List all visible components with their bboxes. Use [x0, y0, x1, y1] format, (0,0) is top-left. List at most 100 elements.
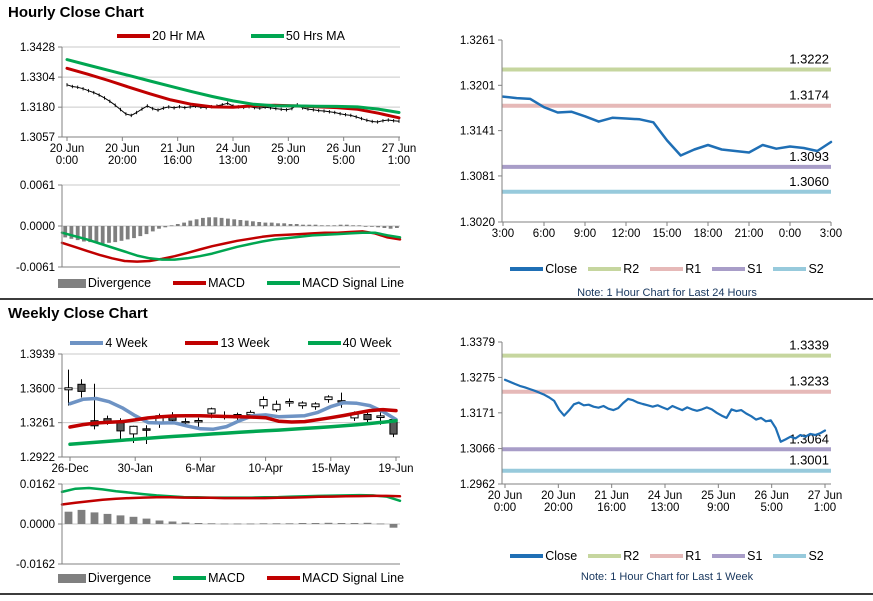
hourly-pivot-legend: Close R2 R1 S1 S2 [502, 262, 832, 276]
legend-item-close: Close [510, 549, 577, 563]
divergence-bar [107, 226, 111, 243]
level-label-s1: 1.3093 [789, 149, 829, 164]
y-tick-label: 1.3057 [20, 132, 55, 144]
legend-line-swatch [266, 576, 300, 580]
divergence-bar [263, 222, 268, 226]
x-tick-label: 0:00 [494, 502, 516, 514]
candle-body [324, 396, 333, 401]
level-label-r2: 1.3339 [789, 338, 829, 353]
candle-body [376, 415, 385, 418]
divergence-bar [219, 217, 224, 226]
divergence-bar [138, 226, 143, 237]
legend-item-s1: S1 [712, 262, 762, 276]
divergence-bar [155, 520, 164, 524]
candle-body [311, 403, 320, 408]
divergence-bar [298, 523, 307, 524]
divergence-bar [288, 224, 293, 226]
divergence-bar [63, 226, 68, 238]
y-tick-label: 1.3081 [460, 171, 495, 183]
x-tick-label: 20 Jun [50, 143, 85, 155]
weekly-price-legend: 4 Week 13 Week 40 Week [62, 336, 400, 350]
legend-line-swatch [173, 281, 207, 285]
divergence-bar [232, 219, 237, 226]
hourly-macd-legend: Divergence MACD MACD Signal Line [57, 276, 404, 290]
divergence-bar [363, 522, 372, 524]
x-tick-label: 18:00 [694, 228, 723, 240]
divergence-bar [238, 220, 243, 226]
divergence-bar [357, 225, 362, 227]
legend-label: S2 [808, 262, 824, 276]
divergence-bar [207, 523, 216, 525]
candle-body [77, 383, 86, 392]
weekly-pivot-note: Note: 1 Hour Chart for Last 1 Week [580, 571, 754, 583]
divergence-bar [150, 226, 155, 232]
divergence-bar [132, 226, 136, 239]
hourly-price-legend: 20 Hr MA 50 Hrs MA [62, 29, 400, 43]
x-tick-label: 16:00 [163, 155, 192, 167]
x-tick-label: 3:00 [820, 228, 842, 240]
legend-line-swatch [117, 34, 151, 38]
legend-item-20-hr-ma: 20 Hr MA [117, 29, 205, 43]
legend-line-swatch [712, 554, 746, 558]
x-tick-label: 15-May [312, 463, 351, 475]
section-divider [0, 298, 873, 300]
ma-13wk-series [68, 407, 398, 429]
legend-label: Divergence [87, 276, 152, 290]
y-tick-label: 0.0061 [20, 180, 55, 192]
divergence-bar [395, 226, 399, 228]
legend-line-swatch [588, 554, 622, 558]
divergence-bar [77, 509, 86, 524]
divergence-bar [276, 223, 280, 226]
x-tick-label: 5:00 [760, 502, 782, 514]
legend-item-s2: S2 [773, 262, 824, 276]
y-tick-label: 1.3066 [460, 444, 495, 456]
legend-line-swatch [588, 267, 622, 271]
x-tick-label: 13:00 [651, 502, 680, 514]
macd-signal-series [60, 231, 402, 261]
divergence-bar [257, 222, 262, 226]
x-tick-label: 20:00 [544, 502, 573, 514]
legend-item-r2: R2 [588, 549, 639, 563]
divergence-bar [82, 226, 86, 242]
y-tick-label: 1.3261 [460, 35, 495, 47]
x-tick-label: 24 Jun [216, 143, 251, 155]
x-tick-label: 21:00 [735, 228, 764, 240]
legend-item-divergence: Divergence [57, 276, 152, 290]
level-label-r1: 1.3174 [789, 88, 829, 103]
divergence-bar [144, 226, 149, 235]
legend-item-r2: R2 [588, 262, 639, 276]
divergence-bar [94, 226, 99, 243]
divergence-bar [119, 226, 124, 241]
divergence-bar [269, 222, 274, 226]
legend-label: Close [545, 549, 578, 563]
y-tick-label: 1.3171 [460, 408, 495, 420]
divergence-bar [181, 522, 190, 524]
legend-line-swatch [773, 267, 807, 271]
divergence-bar [326, 225, 330, 227]
legend-item-r1: R1 [650, 262, 701, 276]
divergence-bar [220, 523, 229, 525]
x-tick-label: 0:00 [779, 228, 801, 240]
ma-20hr-series [65, 66, 401, 120]
legend-item-40-week: 40 Week [307, 336, 392, 350]
y-tick-label: 1.2922 [20, 452, 55, 464]
x-tick-label: 27 Jun [382, 143, 417, 155]
y-tick-label: 1.3304 [20, 72, 56, 84]
legend-line-swatch [773, 554, 807, 558]
divergence-bar [313, 224, 318, 226]
divergence-bar [370, 226, 374, 227]
divergence-bar [311, 523, 320, 524]
legend-item-divergence: Divergence [57, 571, 151, 585]
close-series [503, 378, 827, 443]
y-tick-label: 1.3600 [20, 383, 55, 395]
legend-label: MACD [208, 571, 245, 585]
divergence-bar [244, 220, 249, 226]
x-tick-label: 30-Jan [118, 463, 153, 475]
legend-line-swatch [650, 554, 684, 558]
legend-item-13-week: 13 Week [185, 336, 270, 350]
hourly-pivot-note: Note: 1 Hour Chart for Last 24 Hours [577, 287, 757, 299]
y-tick-label: 0.0162 [20, 479, 55, 491]
hourly-section-title: Hourly Close Chart [8, 4, 144, 21]
